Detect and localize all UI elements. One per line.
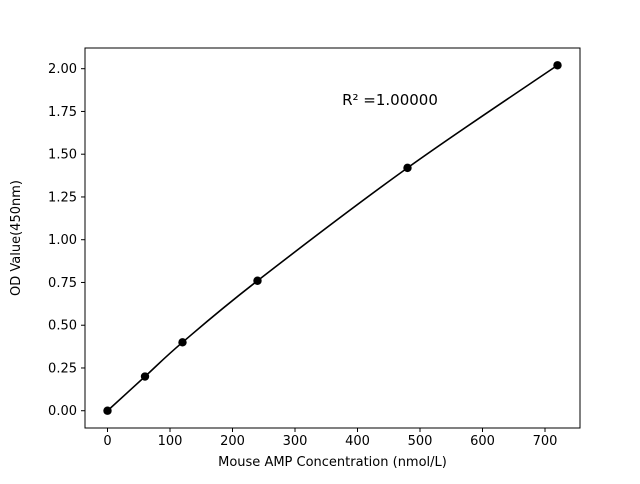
y-tick-label: 1.25 [48, 190, 77, 205]
x-tick-label: 600 [470, 434, 495, 449]
x-tick-label: 300 [283, 434, 308, 449]
x-axis-label: Mouse AMP Concentration (nmol/L) [218, 455, 447, 470]
y-tick-label: 1.00 [48, 233, 77, 248]
x-tick-label: 500 [408, 434, 433, 449]
y-tick-label: 1.50 [48, 148, 77, 163]
data-point-marker [103, 406, 112, 415]
x-tick-label: 700 [533, 434, 558, 449]
y-tick-label: 1.75 [48, 105, 77, 120]
x-tick-label: 0 [103, 434, 111, 449]
plot-border [84, 47, 581, 429]
y-axis-label: OD Value(450nm) [9, 180, 24, 296]
data-point-marker [403, 163, 412, 173]
data-point-marker [178, 338, 187, 347]
y-tick-label: 0.50 [48, 319, 77, 334]
data-point-marker [553, 61, 562, 70]
standard-curve-line [106, 64, 558, 412]
x-tick-label: 200 [220, 434, 245, 449]
data-point-marker [140, 372, 150, 381]
y-tick-label: 0.75 [48, 276, 77, 291]
data-point-marker [253, 276, 262, 285]
y-tick-label: 2.00 [48, 62, 77, 77]
x-tick-label: 100 [158, 434, 183, 449]
r-squared-annotation: R² =1.00000 [342, 91, 438, 109]
y-tick-label: 0.00 [48, 404, 77, 419]
x-tick-label: 400 [345, 434, 370, 449]
y-tick-label: 0.25 [48, 361, 77, 376]
